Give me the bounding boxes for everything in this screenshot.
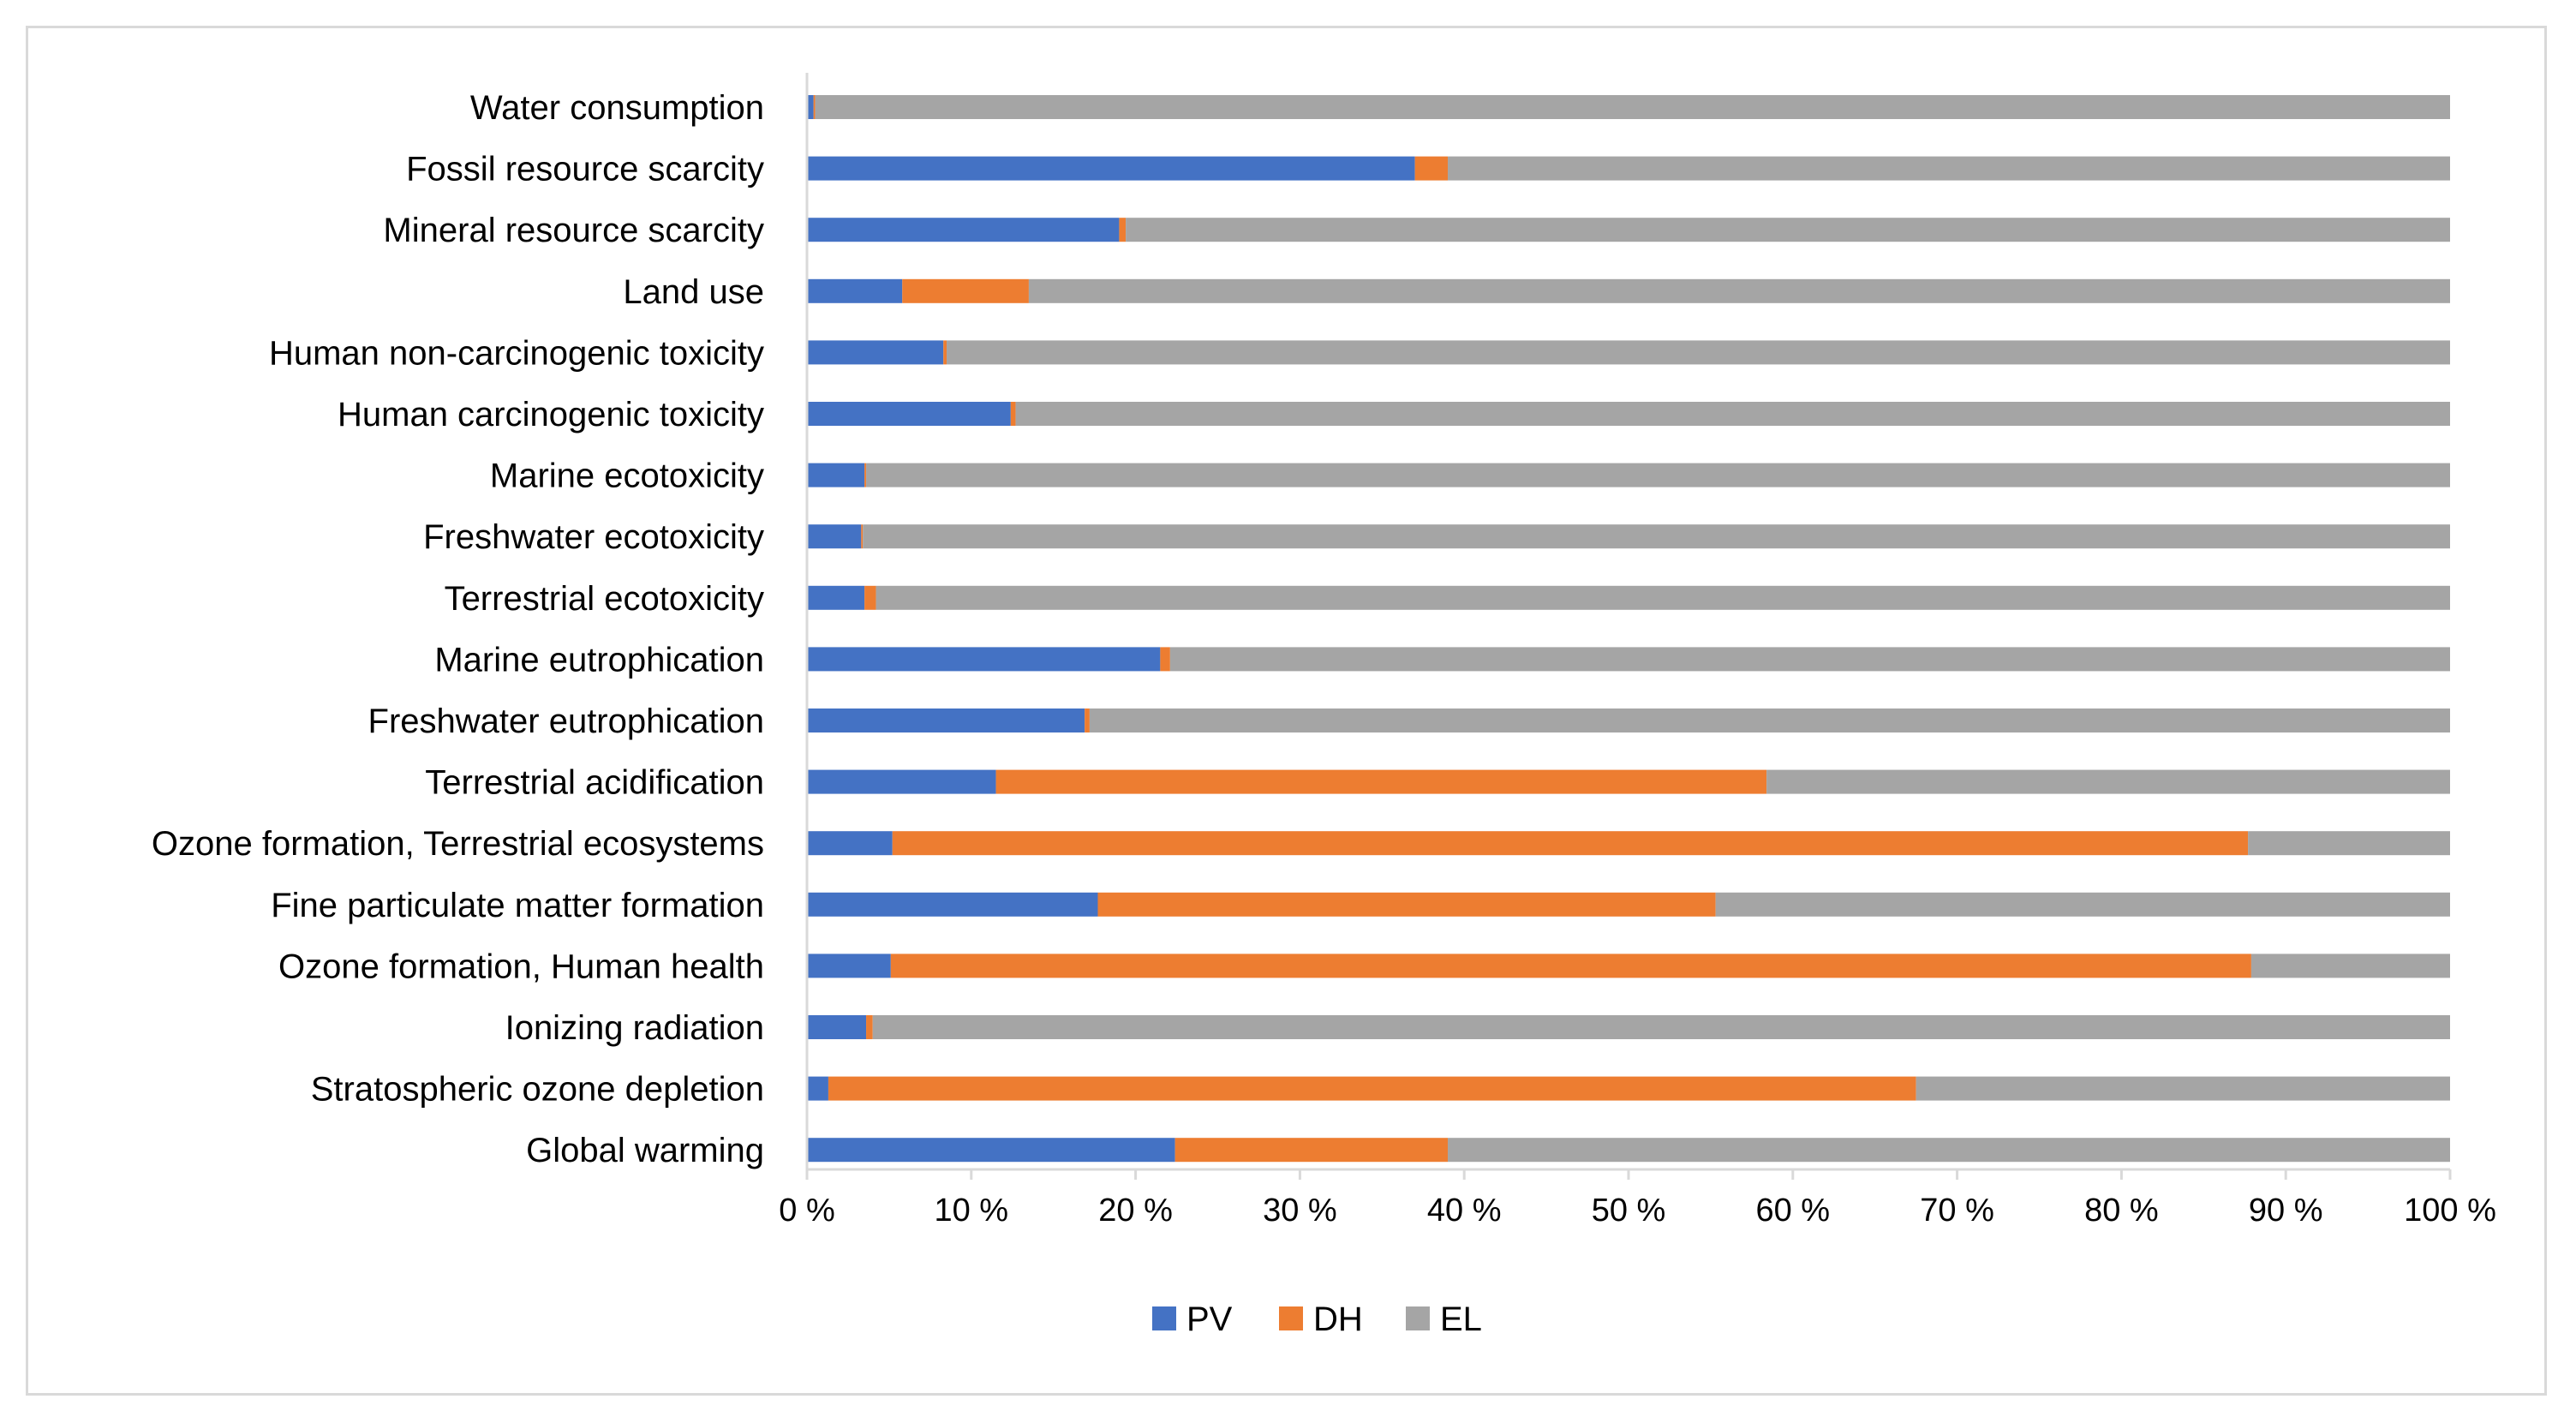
bar-pv-2 (807, 218, 1120, 242)
x-tick-label: 70 % (1920, 1193, 1994, 1229)
bar-pv-8 (807, 585, 865, 610)
bars-layer (807, 95, 2451, 1163)
category-label: Marine ecotoxicity (490, 457, 764, 495)
x-tick-label: 20 % (1098, 1193, 1173, 1229)
legend-swatch-pv (1152, 1306, 1176, 1330)
x-tick-label: 0 % (779, 1193, 834, 1229)
x-tick-label: 60 % (1755, 1193, 1830, 1229)
category-label: Fossil resource scarcity (406, 151, 764, 188)
bar-pv-15 (807, 1015, 867, 1039)
x-tick-label: 30 % (1263, 1193, 1337, 1229)
bar-pv-1 (807, 156, 1415, 181)
bar-dh-10 (1085, 709, 1090, 732)
bar-pv-5 (807, 402, 1011, 426)
x-tick-label: 40 % (1427, 1193, 1502, 1229)
x-tick-labels: 0 % 10 % 20 % 30 % 40 % 50 % 60 % 70 % 80 % 90 % 1… (779, 1193, 2496, 1229)
bar-el-9 (1169, 647, 2450, 672)
category-label: Human carcinogenic toxicity (338, 396, 764, 433)
category-label: Freshwater ecotoxicity (423, 518, 764, 556)
x-tick-label: 90 % (2249, 1193, 2323, 1229)
bar-el-17 (1448, 1138, 2450, 1163)
bar-el-3 (1028, 278, 2450, 303)
bar-dh-3 (902, 278, 1029, 303)
legend-label-dh: DH (1313, 1300, 1363, 1338)
bar-el-1 (1448, 156, 2450, 181)
category-label: Freshwater eutrophication (368, 703, 764, 740)
axes-layer (805, 73, 2452, 1180)
bar-dh-1 (1414, 156, 1449, 181)
bar-el-10 (1089, 709, 2450, 732)
category-label: Land use (623, 273, 764, 311)
bar-dh-6 (864, 463, 867, 487)
bar-el-6 (866, 463, 2450, 487)
bar-dh-17 (1174, 1138, 1449, 1163)
bar-dh-2 (1119, 218, 1127, 242)
bar-el-15 (872, 1015, 2450, 1039)
x-tick-label: 50 % (1592, 1193, 1666, 1229)
category-label: Human non-carcinogenic toxicity (269, 334, 764, 372)
bar-dh-11 (995, 769, 1767, 794)
x-tick-label: 100 % (2404, 1193, 2496, 1229)
bar-pv-14 (807, 954, 891, 978)
bar-el-14 (2250, 954, 2450, 978)
bar-dh-4 (943, 340, 947, 365)
legend-swatch-el (1406, 1306, 1430, 1330)
bar-pv-12 (807, 831, 893, 856)
bar-dh-12 (892, 831, 2249, 856)
x-tick-label: 80 % (2084, 1193, 2159, 1229)
bar-el-11 (1766, 769, 2450, 794)
category-label: Water consumption (470, 89, 764, 127)
bar-pv-13 (807, 892, 1098, 917)
category-labels: Water consumption Fossil resource scarcit… (152, 89, 764, 1169)
bar-el-13 (1715, 892, 2450, 917)
bar-dh-15 (866, 1015, 873, 1039)
bar-pv-9 (807, 647, 1161, 672)
category-label: Fine particulate matter formation (271, 887, 764, 924)
category-label: Ozone formation, Human health (278, 948, 764, 985)
category-label: Marine eutrophication (434, 641, 764, 679)
category-label: Ozone formation, Terrestrial ecosystems (152, 825, 764, 863)
category-label: Terrestrial ecotoxicity (445, 580, 764, 618)
bar-el-0 (815, 95, 2450, 119)
bar-pv-11 (807, 769, 996, 794)
bar-pv-3 (807, 278, 903, 303)
bar-el-7 (863, 524, 2451, 549)
bar-el-4 (947, 340, 2450, 365)
bar-dh-9 (1160, 647, 1170, 672)
category-label: Ionizing radiation (505, 1009, 764, 1047)
bar-dh-7 (861, 524, 864, 549)
bar-el-8 (876, 585, 2450, 610)
category-label: Mineral resource scarcity (383, 212, 764, 249)
bar-pv-0 (807, 95, 814, 119)
legend-label-pv: PV (1186, 1300, 1233, 1338)
bar-dh-16 (828, 1076, 1916, 1101)
bar-dh-14 (890, 954, 2251, 978)
bar-pv-7 (807, 524, 862, 549)
legend-swatch-dh (1279, 1306, 1303, 1330)
category-label: Stratospheric ozone depletion (311, 1071, 764, 1109)
legend: PV DH EL (1152, 1300, 1482, 1338)
bar-pv-10 (807, 709, 1085, 732)
bar-pv-4 (807, 340, 944, 365)
category-label: Terrestrial acidification (425, 764, 764, 802)
bar-pv-6 (807, 463, 865, 487)
bar-el-5 (1015, 402, 2450, 426)
bar-dh-8 (864, 585, 876, 610)
x-tick-label: 10 % (934, 1193, 1008, 1229)
category-label: Global warming (526, 1132, 764, 1169)
bar-dh-0 (813, 95, 816, 119)
bar-dh-5 (1010, 402, 1016, 426)
bar-dh-13 (1097, 892, 1716, 917)
legend-label-el: EL (1440, 1300, 1482, 1338)
bar-el-12 (2248, 831, 2450, 856)
bar-el-2 (1126, 218, 2450, 242)
bar-pv-16 (807, 1076, 828, 1101)
bar-pv-17 (807, 1138, 1175, 1163)
bar-el-16 (1916, 1076, 2450, 1101)
